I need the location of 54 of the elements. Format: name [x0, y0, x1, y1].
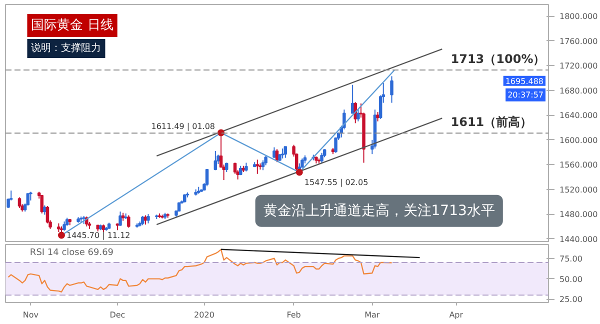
candlestick	[261, 160, 265, 171]
candlestick	[264, 155, 268, 166]
x-tick-label: Apr	[449, 310, 464, 320]
y-tick-label: 1480.000	[560, 210, 598, 220]
candlestick	[320, 152, 324, 164]
text: 说明：支撑阻力	[31, 42, 102, 54]
y-tick-label: 1800.000	[560, 12, 598, 22]
y-tick-label: 25.00	[560, 295, 582, 304]
candlestick	[356, 108, 360, 122]
chart-title: RSI 14 close 69.69	[30, 248, 114, 258]
annotation: 20:37:57	[508, 90, 544, 100]
candlestick	[350, 84, 354, 114]
candlestick	[272, 146, 276, 158]
y-tick-label: 1520.000	[560, 185, 598, 194]
candlestick	[205, 168, 209, 187]
y-tick-label: 1640.000	[560, 111, 598, 120]
candlestick	[141, 215, 144, 226]
candlestick	[256, 159, 260, 174]
y-tick-label: 1600.000	[560, 136, 598, 145]
candlestick	[390, 76, 394, 104]
candlestick	[280, 148, 284, 159]
candlestick	[376, 112, 380, 122]
candlestick	[18, 196, 22, 208]
annotation: 1547.55 | 02.05	[304, 178, 368, 187]
annotation: 1695.488	[505, 76, 544, 86]
point	[296, 168, 303, 176]
x-tick-label: Mar	[364, 310, 380, 320]
ref-line-label: 1713（100%）	[450, 52, 546, 66]
candlestick	[146, 214, 150, 224]
line-series	[8, 248, 392, 292]
ref-line-label: 1611（前高）	[450, 115, 532, 130]
candlestick	[43, 204, 46, 216]
candlestick	[62, 220, 66, 232]
y-tick-label: 50.00	[560, 274, 582, 284]
candlestick	[284, 146, 288, 158]
y-tick-label: 1680.000	[560, 86, 598, 96]
candlestick	[127, 214, 130, 228]
text: 国际黄金 日线	[31, 18, 114, 34]
x-tick-label: Dec	[110, 310, 126, 320]
x-tick-label: Feb	[286, 310, 301, 320]
annotation: 黄金沿上升通道走高，关注1713水平	[263, 202, 495, 219]
candlestick	[214, 150, 218, 171]
x-tick-label: 2020	[194, 310, 214, 320]
y-tick-label: 75.00	[560, 254, 582, 264]
y-tick-label: 1440.000	[560, 234, 598, 244]
point	[58, 232, 65, 239]
y-tick-label: 1720.000	[560, 62, 598, 71]
candlestick	[118, 211, 122, 226]
annotation: 1611.49 | 01.08	[151, 122, 216, 131]
candlestick	[334, 136, 338, 154]
x-tick-label: Nov	[22, 310, 39, 320]
y-tick-label: 1760.000	[560, 36, 598, 46]
y-tick-label: 1560.000	[560, 160, 598, 170]
annotation: 1445.70 | 11.12	[66, 230, 130, 240]
